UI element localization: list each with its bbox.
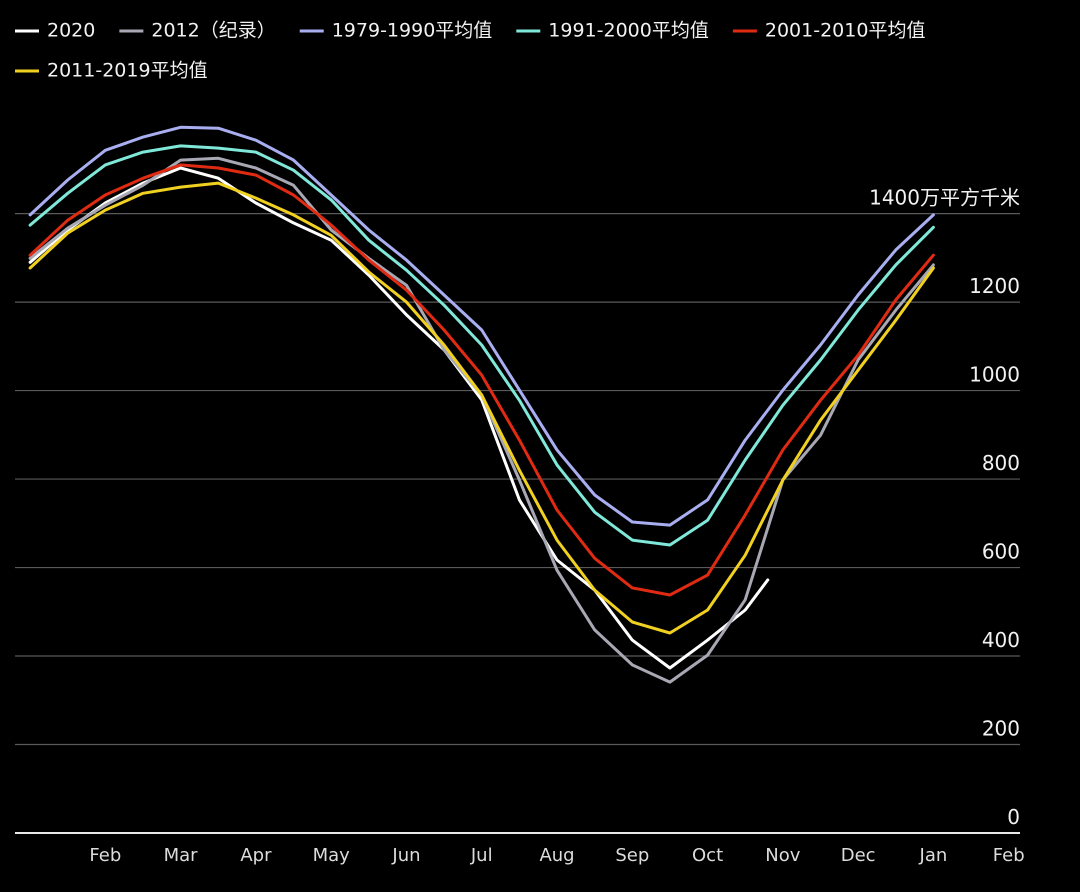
legend-label: 2020 — [47, 20, 95, 42]
x-tick-label: Jul — [470, 845, 493, 866]
legend-label: 2012（纪录） — [151, 20, 275, 42]
x-tick-label: Jan — [919, 845, 948, 866]
y-tick-label: 0 — [1007, 805, 1020, 829]
legend-item: 1979-1990平均值 — [299, 20, 493, 42]
y-tick-label: 200 — [982, 717, 1020, 741]
y-tick-label: 1000 — [969, 363, 1020, 387]
legend-label: 2011-2019平均值 — [47, 60, 208, 82]
series-line — [28, 125, 935, 527]
legend: 2020 2012（纪录） 1979-1990平均值 1991-2000平均值 2001… — [15, 20, 925, 82]
x-tick-label: Nov — [765, 845, 800, 866]
x-tick-label: Sep — [615, 845, 649, 866]
y-tick-label: 1400万平方千米 — [869, 186, 1020, 210]
lines — [28, 125, 935, 684]
legend-item: 1991-2000平均值 — [516, 20, 709, 42]
x-tick-label: May — [313, 845, 351, 866]
series-line — [28, 181, 935, 635]
y-tick-label: 400 — [982, 628, 1020, 652]
x-tick-label: Mar — [164, 845, 199, 866]
legend-label: 1979-1990平均值 — [332, 20, 493, 42]
y-tick-label: 600 — [982, 540, 1020, 564]
x-tick-label: Feb — [993, 845, 1025, 866]
y-tick-label: 1200 — [969, 274, 1020, 298]
x-tick-label: Oct — [692, 845, 723, 866]
x-tick-label: Aug — [539, 845, 574, 866]
x-tick-label: Apr — [240, 845, 272, 866]
grid: 0 200 400 600 800 1000 1200 1400万平方千米 Feb Mar Apr M… — [15, 186, 1025, 866]
series-line — [28, 144, 935, 547]
legend-item: 2012（纪录） — [119, 20, 276, 42]
legend-label: 1991-2000平均值 — [548, 20, 709, 42]
x-tick-label: Jun — [391, 845, 420, 866]
x-tick-label: Dec — [841, 845, 876, 866]
legend-item: 2001-2010平均值 — [732, 20, 926, 42]
series-line — [28, 163, 935, 597]
legend-label: 2001-2010平均值 — [765, 20, 926, 42]
legend-item: 2011-2019平均值 — [15, 60, 208, 82]
y-tick-label: 800 — [982, 451, 1020, 475]
x-tick-label: Feb — [89, 845, 121, 866]
legend-item: 2020 — [15, 20, 95, 42]
